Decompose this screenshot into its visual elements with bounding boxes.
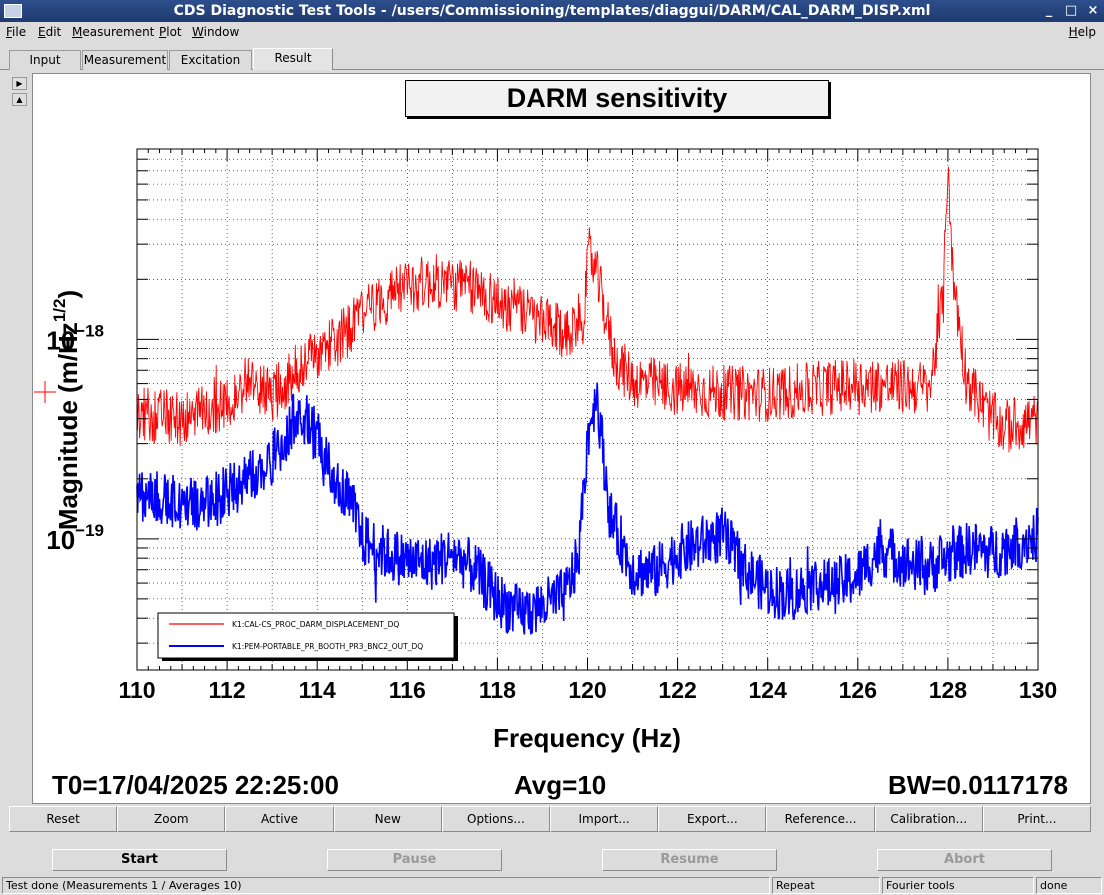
series-line-1: [136, 166, 1039, 453]
maximize-icon[interactable]: □: [1064, 3, 1078, 18]
menu-bar: File Edit Measurement Plot Window Help: [0, 22, 1104, 44]
x-tick-label: 114: [299, 677, 336, 703]
legend-entry: K1:PEM-PORTABLE_PR_BOOTH_PR3_BNC2_OUT_DQ: [232, 642, 423, 651]
traces: [136, 166, 1039, 635]
x-tick-label: 126: [839, 677, 877, 703]
abort-button[interactable]: Abort: [877, 849, 1052, 871]
avg-label: Avg=10: [514, 770, 607, 800]
arrow-up-icon[interactable]: ▲: [12, 93, 27, 106]
tab-excitation[interactable]: Excitation: [169, 50, 252, 70]
x-tick-label: 118: [479, 677, 516, 703]
plot-title: DARM sensitivity: [405, 80, 829, 117]
start-button[interactable]: Start: [52, 849, 227, 871]
x-axis-label: Frequency (Hz): [493, 723, 681, 753]
x-tick-label: 116: [389, 677, 426, 703]
window-title: CDS Diagnostic Test Tools - /users/Commi…: [173, 3, 931, 19]
import-button[interactable]: Import...: [550, 806, 659, 832]
status-state: done: [1036, 877, 1102, 894]
x-tick-label: 128: [929, 677, 968, 703]
menu-help[interactable]: Help: [1068, 25, 1096, 39]
minimize-icon[interactable]: _: [1045, 3, 1053, 18]
menu-plot[interactable]: Plot: [159, 25, 182, 39]
tab-measurement[interactable]: Measurement: [82, 50, 168, 70]
options-button[interactable]: Options...: [441, 806, 551, 832]
bw-label: BW=0.0117178: [888, 770, 1068, 800]
tab-result[interactable]: Result: [253, 48, 333, 70]
y-tick-label: 10−19: [46, 521, 104, 555]
status-mode: Repeat: [772, 877, 880, 894]
menu-file[interactable]: File: [6, 25, 27, 39]
plot-toolbar: Reset Zoom Active New Options... Import.…: [9, 806, 1092, 832]
zoom-button[interactable]: Zoom: [117, 806, 226, 832]
tab-input[interactable]: Input: [9, 50, 81, 70]
menu-edit[interactable]: Edit: [38, 25, 62, 39]
reset-button[interactable]: Reset: [9, 806, 118, 832]
close-icon[interactable]: ×: [1087, 3, 1099, 18]
series-line-2: [136, 382, 1039, 635]
new-button[interactable]: New: [333, 806, 442, 832]
calibration-button[interactable]: Calibration...: [874, 806, 983, 832]
title-bar[interactable]: CDS Diagnostic Test Tools - /users/Commi…: [0, 0, 1104, 22]
tab-bar: Input Measurement Excitation Result: [0, 48, 1104, 70]
print-button[interactable]: Print...: [982, 806, 1092, 832]
legend-entry: K1:CAL-CS_PROC_DARM_DISPLACEMENT_DQ: [232, 620, 399, 629]
x-tick-label: 122: [658, 677, 696, 703]
active-button[interactable]: Active: [225, 806, 334, 832]
x-tick-label: 110: [118, 677, 155, 703]
x-tick-labels: 110 112 114 116 118 120 122 124 126 128 130: [118, 677, 1057, 703]
window-menu-icon[interactable]: [4, 4, 22, 18]
y-tick-label: 10−18: [46, 321, 104, 355]
t0-label: T0=17/04/2025 22:25:00: [52, 770, 339, 800]
menu-measurement[interactable]: Measurement: [72, 25, 155, 39]
plot-canvas[interactable]: [32, 73, 1091, 804]
pause-button[interactable]: Pause: [327, 849, 502, 871]
x-tick-label: 130: [1019, 677, 1057, 703]
status-tool: Fourier tools: [882, 877, 1034, 894]
status-message: Test done (Measurements 1 / Averages 10): [2, 877, 770, 894]
status-bar: Test done (Measurements 1 / Averages 10)…: [0, 876, 1104, 895]
x-tick-label: 120: [568, 677, 606, 703]
reference-button[interactable]: Reference...: [766, 806, 875, 832]
resume-button[interactable]: Resume: [602, 849, 777, 871]
menu-window[interactable]: Window: [192, 25, 240, 39]
x-tick-label: 112: [209, 677, 246, 703]
y-tick-labels: 10−18 10−19: [46, 321, 104, 554]
y-axis-label: Magnitude (m/Hz1/2): [50, 290, 83, 530]
arrow-right-icon[interactable]: ▶: [12, 77, 27, 90]
crosshair-icon: [34, 381, 56, 403]
legend[interactable]: K1:CAL-CS_PROC_DARM_DISPLACEMENT_DQ K1:P…: [157, 612, 458, 661]
x-tick-label: 124: [749, 677, 788, 703]
tick-marks: [136, 149, 1039, 670]
export-button[interactable]: Export...: [658, 806, 767, 832]
